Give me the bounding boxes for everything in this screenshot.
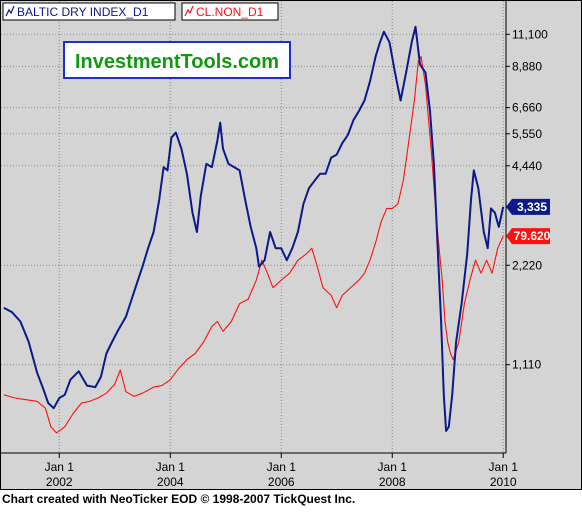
y-axis-ticks: 1,110 2,220 4,440 5,550 6,660 8,880 11,100 (506, 27, 548, 372)
series-layer (3, 25, 505, 434)
y-tick-label: 6,660 (512, 101, 542, 115)
y-axis-panel (506, 1, 582, 453)
footer-credit: Chart created with NeoTicker EOD © 1998-… (2, 492, 355, 506)
line-chart-icon (184, 5, 194, 17)
legend-item-bdi[interactable]: BALTIC DRY INDEX_D1 (2, 2, 176, 21)
x-tick-label: Jan 1 (489, 460, 519, 474)
svg-text:79.620: 79.620 (514, 229, 551, 243)
y-tick-label: 5,550 (512, 127, 542, 141)
svg-text:3,335: 3,335 (517, 200, 547, 214)
x-tick-label: Jan 1 (156, 460, 186, 474)
x-tick-year: 2002 (46, 475, 73, 489)
last-value-oil: 79.620 (506, 228, 551, 245)
y-tick-label: 2,220 (512, 258, 542, 272)
x-tick-year: 2004 (157, 475, 184, 489)
x-tick-label: Jan 1 (267, 460, 297, 474)
last-value-markers: 3,335 79.620 (506, 198, 551, 245)
legend-label-bdi: BALTIC DRY INDEX_D1 (17, 5, 149, 19)
x-tick-label: Jan 1 (378, 460, 408, 474)
legend: BALTIC DRY INDEX_D1 CL.NON_D1 (2, 2, 279, 21)
legend-label-oil: CL.NON_D1 (196, 5, 264, 19)
x-tick-label: Jan 1 (45, 460, 75, 474)
series-line-oil (3, 56, 504, 434)
x-tick-year: 2008 (379, 475, 406, 489)
y-tick-label: 11,100 (512, 27, 548, 41)
y-tick-label: 4,440 (512, 159, 542, 173)
y-tick-label: 1,110 (512, 358, 541, 372)
series-line-bdi (3, 25, 505, 432)
x-tick-year: 2010 (490, 475, 517, 489)
y-tick-label: 8,880 (512, 59, 542, 73)
watermark-text: InvestmentTools.com (75, 51, 279, 73)
legend-item-oil[interactable]: CL.NON_D1 (181, 2, 279, 21)
x-tick-year: 2006 (268, 475, 295, 489)
x-axis-panel (1, 453, 582, 489)
last-value-bdi: 3,335 (506, 198, 550, 215)
line-chart-icon (5, 5, 15, 17)
watermark: InvestmentTools.com (63, 41, 291, 79)
